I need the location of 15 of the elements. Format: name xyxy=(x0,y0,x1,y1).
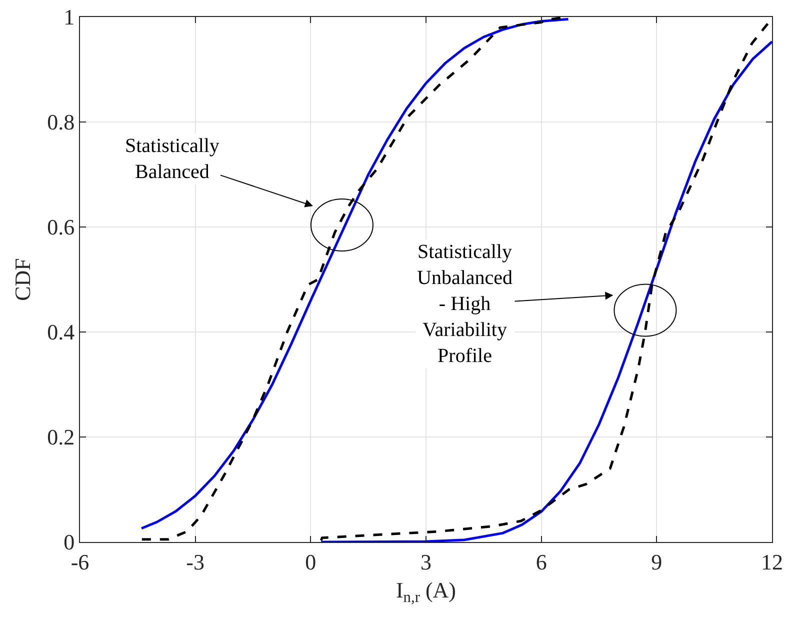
y-tick-label: 1 xyxy=(64,4,75,30)
y-tick-label: 0.2 xyxy=(47,424,75,450)
annotation: Statistically Balanced xyxy=(125,135,220,183)
x-tick-label: 9 xyxy=(651,549,662,574)
x-tick-label: 3 xyxy=(420,549,432,574)
x-tick-label: 0 xyxy=(305,549,316,574)
annotation: Statistically Unbalanced - High Variability Profile xyxy=(417,241,513,367)
y-axis-title: CDF xyxy=(10,258,35,301)
x-tick-label: 6 xyxy=(536,549,547,574)
x-tick-label: -3 xyxy=(186,549,204,574)
x-axis-title: I$_{n,r}$ (A) xyxy=(396,577,456,606)
y-tick-label: 0.4 xyxy=(47,320,75,345)
x-tick-label: 12 xyxy=(761,549,783,574)
y-tick-label: 0.6 xyxy=(47,214,75,240)
y-tick-label: 0.8 xyxy=(47,110,75,135)
